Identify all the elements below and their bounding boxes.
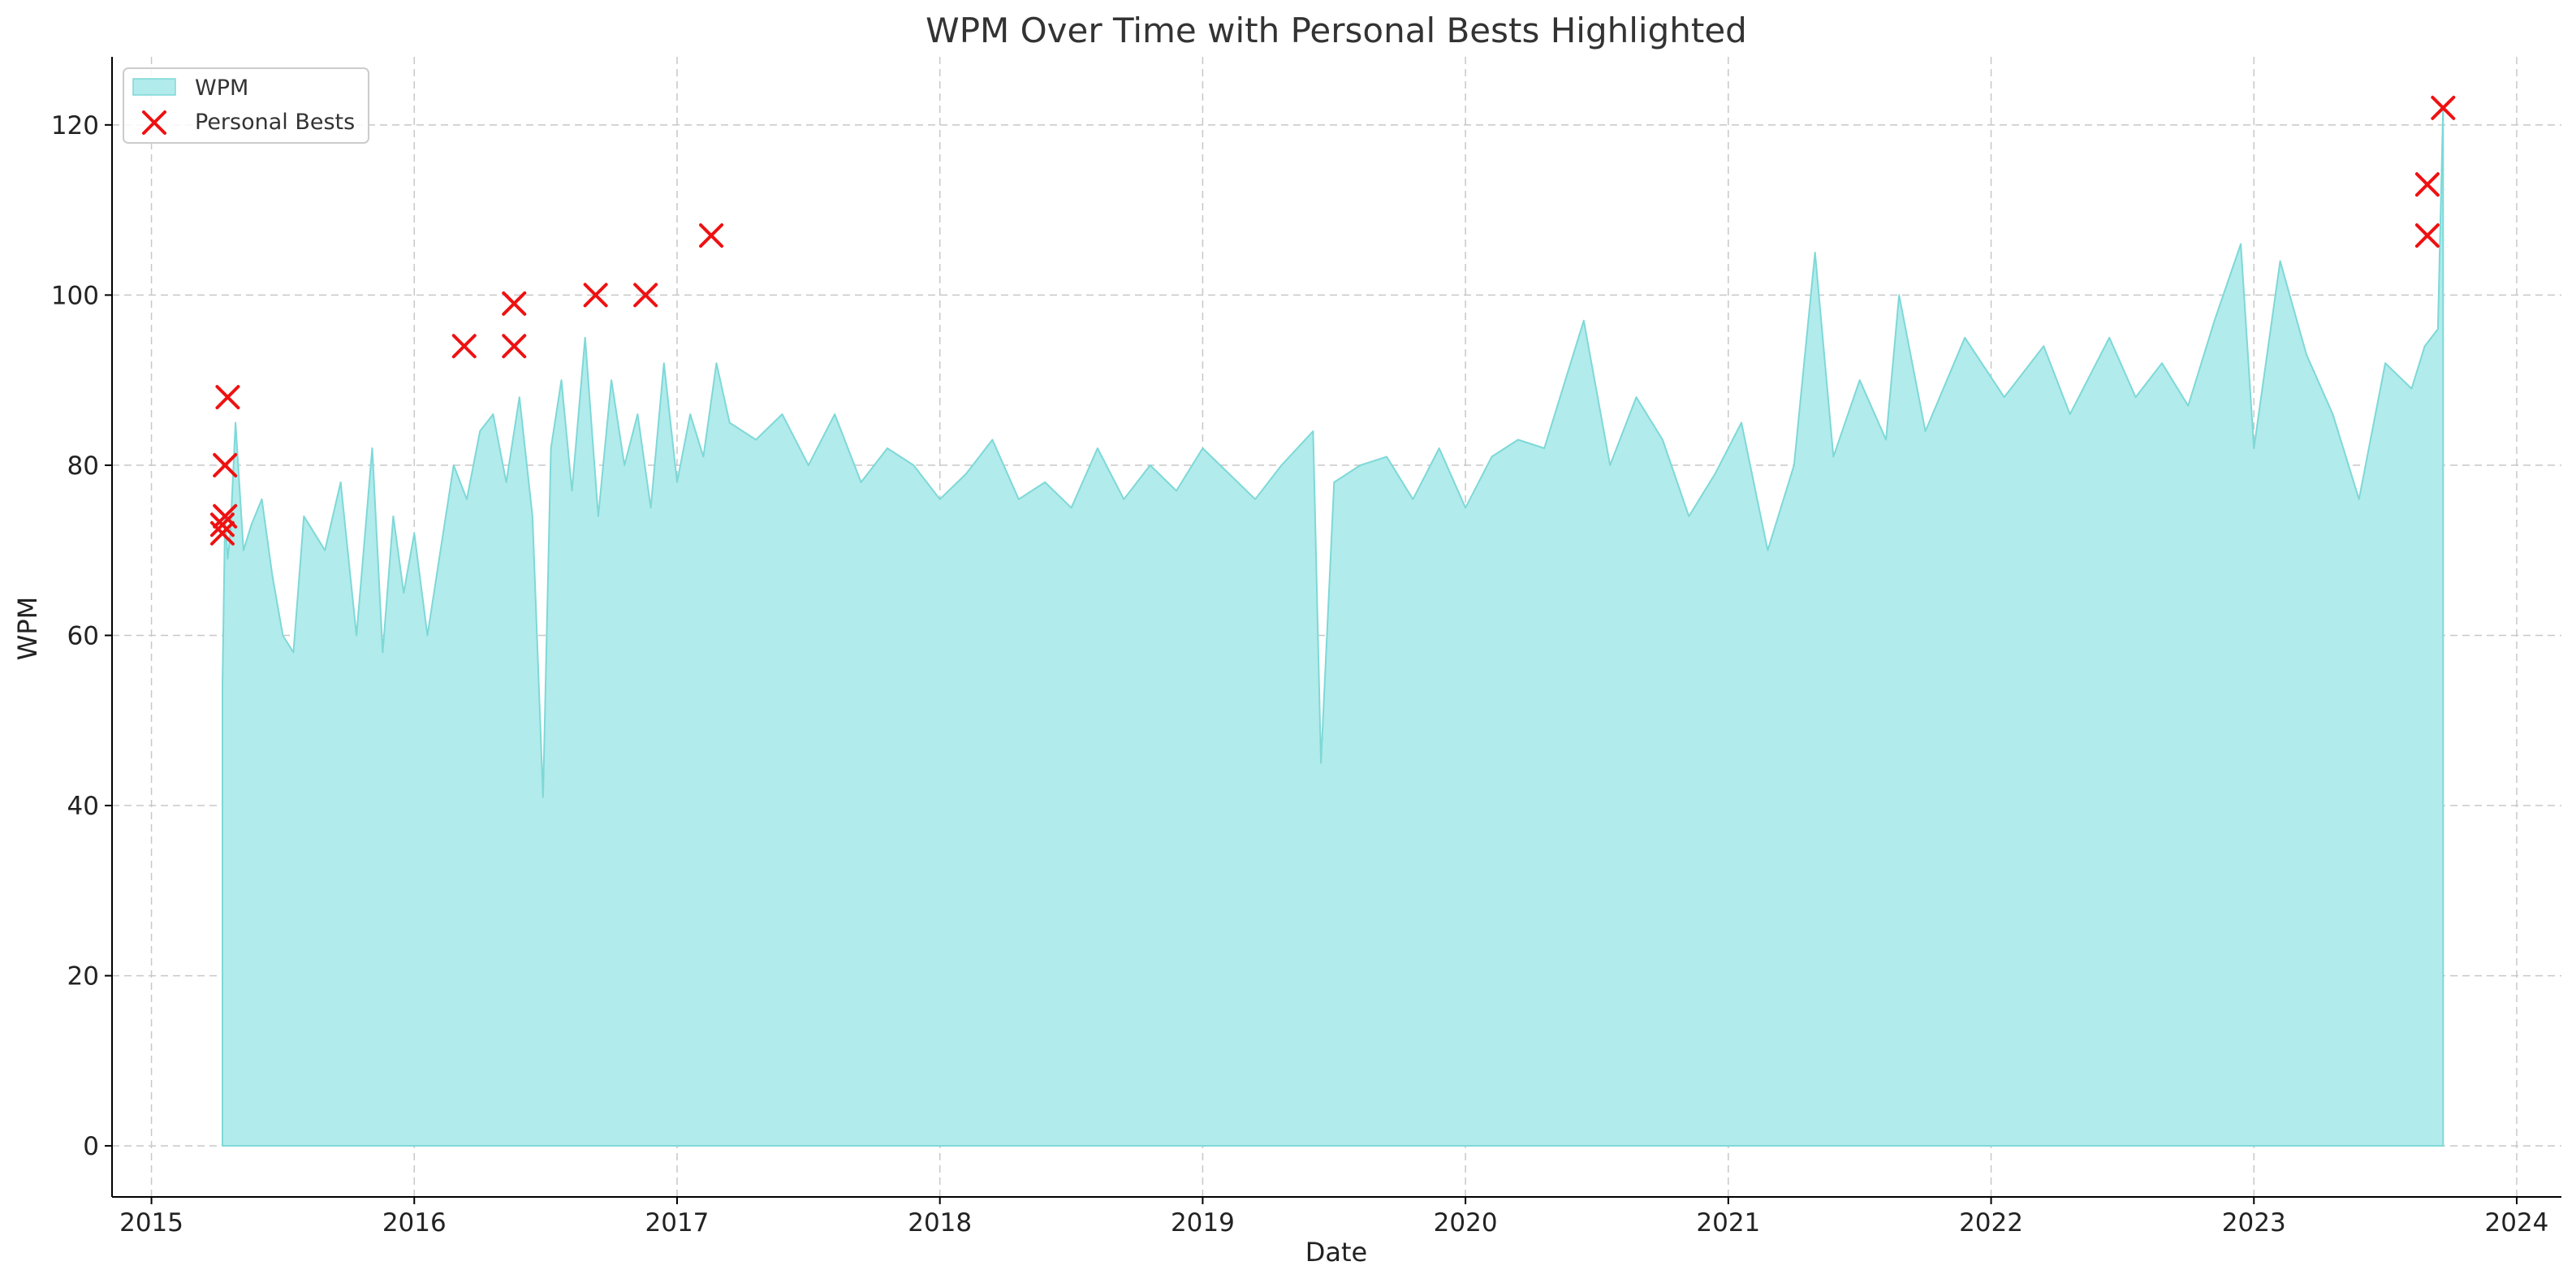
legend-label-personal-bests: Personal Bests bbox=[195, 110, 355, 135]
y-tick-label: 20 bbox=[67, 962, 99, 991]
y-tick-label: 100 bbox=[51, 281, 99, 310]
personal-best-markers bbox=[209, 95, 2456, 546]
personal-best-marker bbox=[213, 503, 238, 529]
y-axis-label: WPM bbox=[12, 597, 43, 661]
chart-title: WPM Over Time with Personal Bests Highli… bbox=[926, 11, 1747, 50]
personal-best-marker bbox=[502, 334, 527, 359]
x-tick-label: 2021 bbox=[1696, 1208, 1760, 1238]
personal-best-marker bbox=[2414, 223, 2440, 248]
y-tick-label: 120 bbox=[51, 111, 99, 140]
legend: WPM Personal Bests bbox=[123, 67, 369, 144]
personal-best-marker bbox=[502, 291, 527, 316]
legend-marker-personal-bests bbox=[142, 110, 166, 135]
personal-best-marker bbox=[213, 452, 238, 477]
x-tick-label: 2018 bbox=[908, 1208, 972, 1238]
personal-best-marker bbox=[2431, 95, 2456, 120]
y-tick-label: 0 bbox=[83, 1132, 99, 1161]
personal-best-marker bbox=[215, 385, 240, 410]
personal-best-marker bbox=[209, 512, 235, 538]
personal-best-marker bbox=[451, 334, 477, 359]
legend-swatch-wpm bbox=[132, 78, 176, 96]
x-tick-label: 2024 bbox=[2485, 1208, 2549, 1238]
personal-best-marker bbox=[2414, 172, 2440, 197]
legend-label-wpm: WPM bbox=[195, 76, 248, 101]
x-tick-label: 2020 bbox=[1434, 1208, 1498, 1238]
wpm-area bbox=[222, 106, 2444, 1147]
x-axis-ticks: 2015 2016 2017 2018 2019 2020 2021 2022 2023 2024 bbox=[119, 1197, 2548, 1238]
personal-best-marker bbox=[583, 283, 608, 308]
x-tick-label: 2019 bbox=[1171, 1208, 1235, 1238]
personal-best-marker bbox=[633, 283, 658, 308]
x-tick-label: 2016 bbox=[382, 1208, 447, 1238]
wpm-area-series bbox=[222, 106, 2444, 1147]
personal-best-marker bbox=[699, 223, 724, 248]
legend-box bbox=[123, 67, 369, 144]
x-tick-label: 2017 bbox=[645, 1208, 710, 1238]
x-tick-label: 2022 bbox=[1959, 1208, 2023, 1238]
x-tick-label: 2015 bbox=[119, 1208, 183, 1238]
y-tick-label: 40 bbox=[67, 792, 99, 821]
y-tick-label: 80 bbox=[67, 451, 99, 481]
x-tick-label: 2023 bbox=[2222, 1208, 2286, 1238]
y-tick-label: 60 bbox=[67, 621, 99, 650]
y-axis-ticks: 0 20 40 60 80 100 120 bbox=[51, 111, 112, 1161]
x-axis-label: Date bbox=[1305, 1237, 1367, 1268]
